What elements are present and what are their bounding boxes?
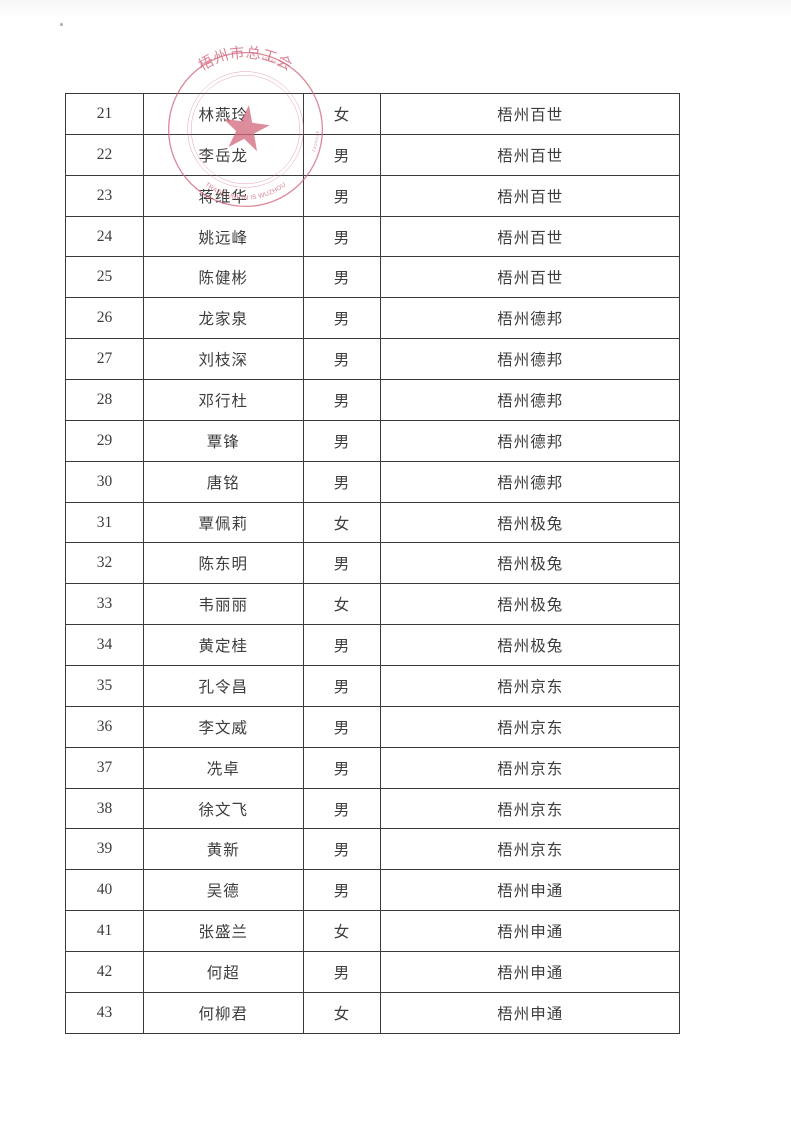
svg-text:4204042: 4204042 xyxy=(311,131,320,153)
svg-text:TRADE UNION IS WUZHOU: TRADE UNION IS WUZHOU xyxy=(204,181,288,201)
svg-text:梧州市总工会: 梧州市总工会 xyxy=(196,44,296,74)
